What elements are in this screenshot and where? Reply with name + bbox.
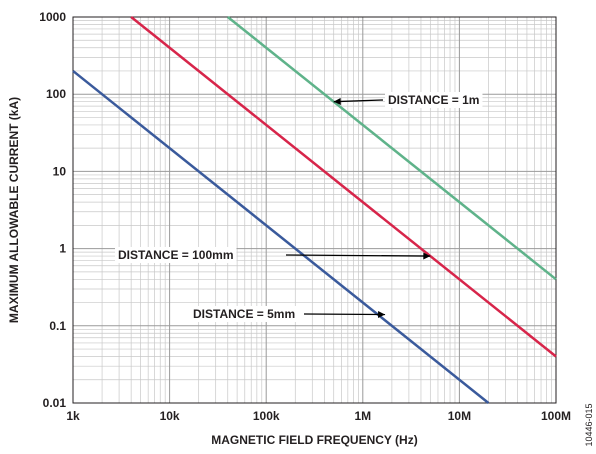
y-tick-label: 0.01 xyxy=(43,396,67,410)
y-axis-title: MAXIMUM ALLOWABLE CURRENT (kA) xyxy=(7,97,21,323)
plot-frame xyxy=(72,16,557,404)
annotation-arrow xyxy=(333,97,384,105)
annotation-label: DISTANCE = 1m xyxy=(388,93,479,107)
x-tick-label: 10k xyxy=(160,409,180,423)
y-tick-label: 1000 xyxy=(39,10,66,24)
series-lines xyxy=(72,16,557,404)
annotation-arrow xyxy=(285,252,431,260)
figure-id: 10446-015 xyxy=(584,403,594,446)
annotation-background xyxy=(115,247,237,263)
major-gridlines xyxy=(72,17,556,404)
y-tick-label: 100 xyxy=(46,87,66,101)
y-tick-label: 0.1 xyxy=(49,319,66,333)
y-tick-label: 1 xyxy=(59,242,66,256)
x-tick-label: 10M xyxy=(448,409,471,423)
x-axis-title: MAGNETIC FIELD FREQUENCY (Hz) xyxy=(211,433,417,447)
x-tick-label: 100M xyxy=(541,409,571,423)
x-tick-label: 100k xyxy=(253,409,280,423)
annotation-label: DISTANCE = 100mm xyxy=(118,248,233,262)
x-tick-label: 1k xyxy=(66,409,80,423)
y-tick-label: 10 xyxy=(53,164,67,178)
annotation-1: DISTANCE = 1m xyxy=(333,92,483,108)
annotation-background xyxy=(190,306,299,322)
minor-gridlines xyxy=(73,17,556,403)
annotation-2: DISTANCE = 100mm xyxy=(115,247,431,263)
annotation-arrow xyxy=(303,310,386,318)
annotation-3: DISTANCE = 5mm xyxy=(190,306,386,322)
series-line-2 xyxy=(130,16,557,358)
annotation-label: DISTANCE = 5mm xyxy=(193,307,295,321)
y-tick-labels: 0.01 0.1 1 10 100 1000 xyxy=(39,10,66,410)
series-line-1 xyxy=(72,69,490,404)
x-tick-label: 1M xyxy=(354,409,371,423)
series-line-3 xyxy=(226,16,557,281)
x-tick-labels: 1k 10k 100k 1M 10M 100M xyxy=(66,409,571,423)
annotations: DISTANCE = 1m DISTANCE = 100mm DISTANCE = … xyxy=(115,92,483,322)
annotation-background xyxy=(385,92,483,108)
